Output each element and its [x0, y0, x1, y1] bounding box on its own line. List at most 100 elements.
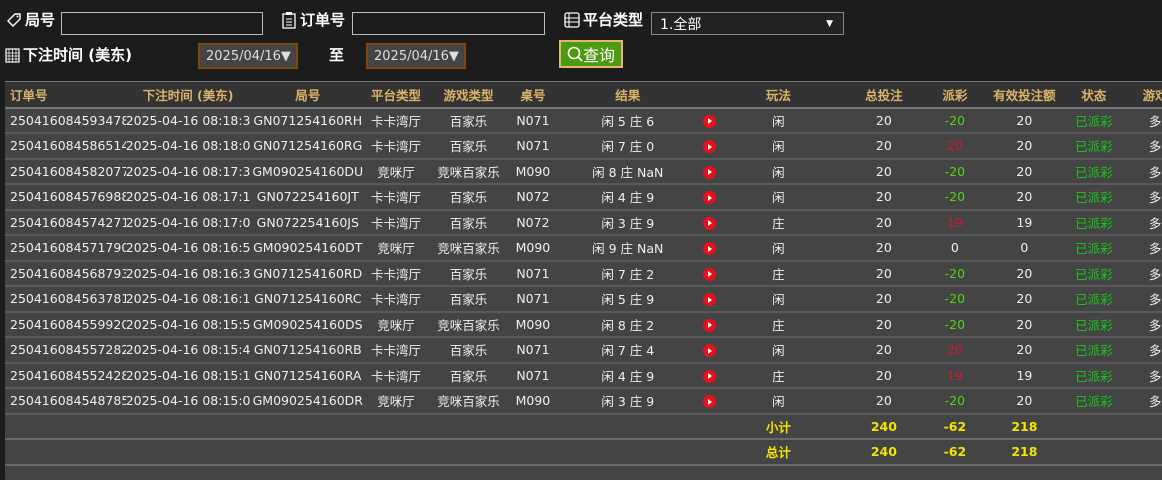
table-row[interactable]: 250416084548785 2025-04-16 08:15:01 GM0902…: [5, 388, 1162, 415]
play-video-cell: [699, 286, 721, 313]
cell-order: 250416084557282: [5, 337, 126, 364]
cell-round: GN071254160RH: [250, 107, 366, 134]
column-header: [699, 81, 721, 109]
cell-valid: 20: [978, 133, 1070, 160]
subtotal-cell: [426, 413, 511, 440]
cell-status: 已派彩: [1070, 184, 1118, 211]
play-video-icon[interactable]: [703, 293, 717, 307]
cell-valid: 0: [978, 235, 1070, 262]
cell-status: 已派彩: [1070, 107, 1118, 134]
cell-platform: 竞咪厅: [365, 311, 427, 338]
table-row[interactable]: 250416084552428 2025-04-16 08:15:19 GN0712…: [5, 362, 1162, 389]
round-input[interactable]: [61, 12, 263, 35]
play-video-cell: [699, 311, 721, 338]
cell-table: N071: [510, 337, 556, 364]
cell-payout: 0: [931, 235, 979, 262]
cell-table: M090: [510, 235, 556, 262]
total-cell: 240: [836, 439, 932, 466]
cell-round: GN071254160RB: [250, 337, 366, 364]
table-row[interactable]: 250416084563781 2025-04-16 08:16:14 GN0712…: [5, 286, 1162, 313]
table-row[interactable]: 250416084571790 2025-04-16 08:16:51 GM0902…: [5, 235, 1162, 262]
cell-payout: -20: [931, 388, 979, 415]
order-input[interactable]: [352, 12, 545, 35]
play-video-cell: [699, 209, 721, 236]
to-label: 至: [329, 46, 345, 64]
platform-label: 平台类型: [564, 9, 643, 30]
cell-mode: 多台: [1117, 133, 1162, 160]
cell-play: 闲: [720, 388, 837, 415]
play-video-cell: [699, 158, 721, 185]
cell-mode: 多台: [1117, 362, 1162, 389]
table-row[interactable]: 250416084576988 2025-04-16 08:17:16 GN0722…: [5, 184, 1162, 211]
cell-mode: 多台: [1117, 286, 1162, 313]
cell-payout: -20: [931, 260, 979, 287]
total-cell: [1117, 439, 1162, 466]
play-video-icon[interactable]: [703, 165, 717, 179]
cell-valid: 20: [978, 158, 1070, 185]
cell-order: 250416084548785: [5, 388, 126, 415]
search-button[interactable]: 查询: [559, 40, 623, 68]
cell-time: 2025-04-16 08:17:02: [125, 209, 251, 236]
play-video-cell: [699, 184, 721, 211]
cell-table: N071: [510, 260, 556, 287]
table-row[interactable]: 250416084559920 2025-04-16 08:15:53 GM0902…: [5, 311, 1162, 338]
column-header: 游戏类型: [426, 81, 511, 109]
cell-round: GN071254160RC: [250, 286, 366, 313]
column-header: 派彩: [931, 81, 979, 109]
cell-game: 竞咪百家乐: [426, 388, 511, 415]
cell-bet: 20: [836, 311, 932, 338]
table-row[interactable]: 250416084593478 2025-04-16 08:18:32 GN0712…: [5, 107, 1162, 134]
cell-table: N071: [510, 107, 556, 134]
cell-order: 250416084576988: [5, 184, 126, 211]
play-video-icon[interactable]: [703, 267, 717, 281]
play-video-icon[interactable]: [703, 242, 717, 256]
cell-order: 250416084559920: [5, 311, 126, 338]
play-video-cell: [699, 235, 721, 262]
cell-payout: -20: [931, 184, 979, 211]
cell-mode: 多台: [1117, 107, 1162, 134]
play-video-icon[interactable]: [703, 114, 717, 128]
table-row[interactable]: 250416084574271 2025-04-16 08:17:02 GN0722…: [5, 209, 1162, 236]
play-video-icon[interactable]: [703, 191, 717, 205]
subtotal-cell: -62: [931, 413, 979, 440]
cell-bet: 20: [836, 388, 932, 415]
cell-play: 闲: [720, 337, 837, 364]
table-row[interactable]: 250416084586514 2025-04-16 08:18:01 GN0712…: [5, 133, 1162, 160]
table-row[interactable]: 250416084582077 2025-04-16 08:17:39 GM0902…: [5, 158, 1162, 185]
play-video-icon[interactable]: [703, 344, 717, 358]
play-video-icon[interactable]: [703, 140, 717, 154]
cell-mode: 多台: [1117, 388, 1162, 415]
cell-time: 2025-04-16 08:15:44: [125, 337, 251, 364]
cell-time: 2025-04-16 08:16:36: [125, 260, 251, 287]
cell-order: 250416084593478: [5, 107, 126, 134]
cell-bet: 20: [836, 337, 932, 364]
cell-play: 闲: [720, 235, 837, 262]
date-from[interactable]: 2025/04/16▼: [198, 43, 298, 69]
cell-valid: 20: [978, 260, 1070, 287]
play-video-icon[interactable]: [703, 318, 717, 332]
column-header: 游戏模: [1117, 81, 1162, 109]
cell-result: 闲 3 庄 9: [555, 388, 700, 415]
cell-result: 闲 7 庄 2: [555, 260, 700, 287]
cell-result: 闲 7 庄 4: [555, 337, 700, 364]
date-to[interactable]: 2025/04/16▼: [366, 43, 466, 69]
platform-select[interactable]: 1.全部 ▼: [651, 12, 844, 35]
table-row[interactable]: 250416084557282 2025-04-16 08:15:44 GN0712…: [5, 337, 1162, 364]
table-row[interactable]: 250416084568793 2025-04-16 08:16:36 GN0712…: [5, 260, 1162, 287]
cell-valid: 20: [978, 311, 1070, 338]
play-video-icon[interactable]: [703, 216, 717, 230]
cell-platform: 竞咪厅: [365, 158, 427, 185]
cell-result: 闲 5 庄 9: [555, 286, 700, 313]
play-video-cell: [699, 362, 721, 389]
cell-round: GM090254160DS: [250, 311, 366, 338]
cell-valid: 19: [978, 209, 1070, 236]
cell-result: 闲 5 庄 6: [555, 107, 700, 134]
cell-result: 闲 9 庄 NaN: [555, 235, 700, 262]
column-header: 平台类型: [365, 81, 427, 109]
cell-bet: 20: [836, 209, 932, 236]
column-header: 有效投注额: [978, 81, 1070, 109]
cell-mode: 多台: [1117, 337, 1162, 364]
play-video-icon[interactable]: [703, 395, 717, 409]
cell-round: GN072254160JS: [250, 209, 366, 236]
play-video-icon[interactable]: [703, 369, 717, 383]
